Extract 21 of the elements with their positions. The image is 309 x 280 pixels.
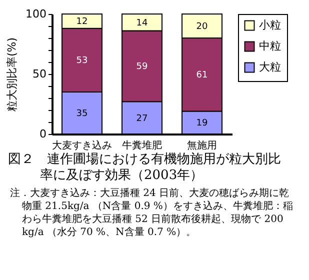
- text: 注．大麦すき込み：大豆播種 24 日前、大麦の穂ばらみ期に乾物重 21.5kg/a （N含量 0.9 %）をすき込み、牛糞堆肥：稲わら牛糞堆肥を大豆播種 52 日前散布後耕起、現物で 200 kg/a （水分 70 %、N含量 0.7 %）。: [10, 187, 294, 239]
- data-label: 59: [136, 62, 148, 72]
- legend-label: 大粒: [259, 60, 281, 74]
- data-label: 14: [136, 18, 148, 28]
- data-label: 61: [196, 70, 208, 81]
- data-label: 35: [76, 109, 88, 119]
- x-tick-label: 大麦すき込み: [52, 140, 112, 152]
- data-label: 20: [196, 22, 208, 32]
- data-label: 12: [76, 17, 88, 28]
- data-label: 19: [196, 118, 208, 129]
- legend-label: 中粒: [259, 40, 281, 52]
- y-axis-title: 粒大別比率(%): [6, 37, 19, 112]
- data-label: 27: [136, 114, 148, 124]
- data-label: 53: [76, 56, 88, 66]
- y-tick-label: 50: [32, 68, 46, 80]
- text: 図２ 連作圃場における有機物施用が粒大別比率に及ぼす効果（2003年）: [7, 152, 282, 185]
- y-tick-label: 100: [26, 8, 46, 20]
- y-tick-label: 0: [40, 128, 46, 140]
- x-tick-label: 牛糞堆肥: [122, 140, 162, 152]
- legend-label: 小粒: [259, 18, 281, 32]
- x-tick-label: 無施用: [187, 140, 217, 152]
